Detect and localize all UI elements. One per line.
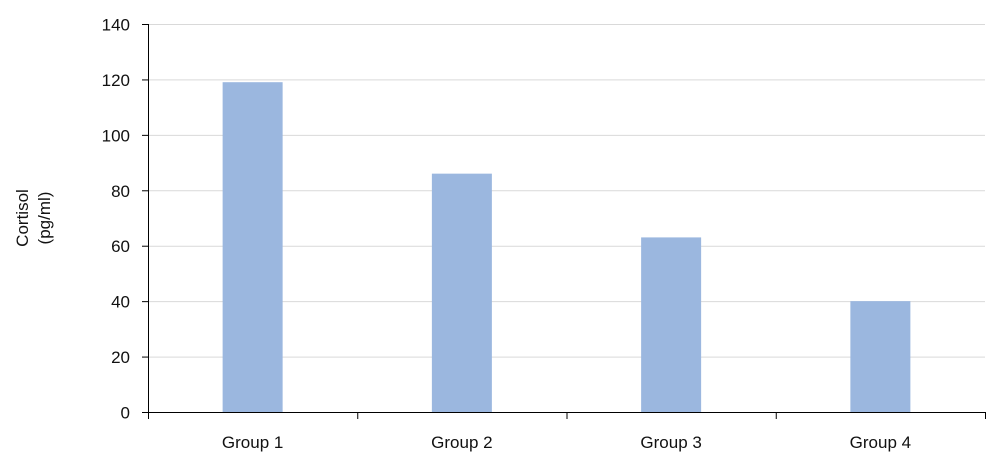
axes [142, 24, 986, 419]
y-tick-label: 40 [111, 293, 130, 312]
x-tick-label: Group 3 [640, 433, 701, 452]
x-tick-label: Group 1 [222, 433, 283, 452]
bar [641, 237, 702, 412]
gridlines [148, 24, 985, 358]
y-tick-label: 0 [121, 404, 130, 423]
y-tick-label: 120 [102, 71, 130, 90]
y-tick-label: 140 [102, 16, 130, 35]
y-tick-labels: 0 20 40 60 80 100 120 140 [102, 16, 130, 423]
bar [431, 173, 492, 412]
y-axis-title-line-2: (pg/ml) [35, 192, 54, 245]
x-tick-label: Group 2 [431, 433, 492, 452]
y-tick-label: 100 [102, 126, 130, 145]
y-tick-label: 80 [111, 182, 130, 201]
x-tick-label: Group 4 [850, 433, 911, 452]
y-tick-label: 60 [111, 237, 130, 256]
bar [222, 82, 283, 412]
x-tick-labels: Group 1 Group 2 Group 3 Group 4 [222, 433, 911, 452]
bar [850, 301, 911, 412]
y-tick-label: 20 [111, 348, 130, 367]
bars [222, 82, 911, 412]
y-axis-title-line-1: Cortisol [13, 189, 32, 247]
